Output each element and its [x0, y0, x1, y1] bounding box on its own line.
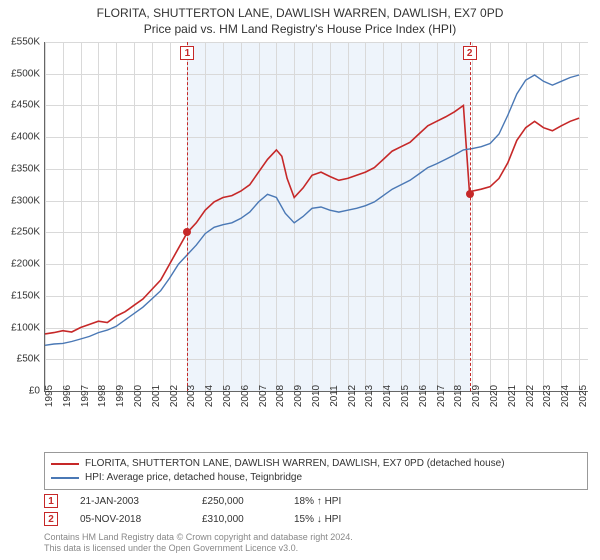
x-tick-label: 2009	[293, 385, 304, 407]
x-tick-label: 2010	[311, 385, 322, 407]
plot-region: 12	[44, 42, 588, 392]
x-tick-label: 2021	[507, 385, 518, 407]
y-tick-label: £350K	[11, 163, 40, 174]
event-price-1: £250,000	[202, 496, 272, 507]
y-tick-label: £150K	[11, 290, 40, 301]
series-line-property	[45, 106, 579, 334]
event-price-2: £310,000	[202, 514, 272, 525]
legend-item-hpi: HPI: Average price, detached house, Teig…	[51, 471, 581, 485]
x-tick-label: 2013	[364, 385, 375, 407]
y-tick-label: £550K	[11, 37, 40, 48]
x-tick-label: 1999	[115, 385, 126, 407]
marker-dot-1	[183, 228, 191, 236]
chart-container: FLORITA, SHUTTERTON LANE, DAWLISH WARREN…	[0, 0, 600, 560]
x-tick-label: 2012	[347, 385, 358, 407]
x-tick-label: 2025	[578, 385, 589, 407]
legend-label-hpi: HPI: Average price, detached house, Teig…	[85, 471, 302, 485]
x-tick-label: 2002	[169, 385, 180, 407]
event-marker-box-2: 2	[44, 512, 58, 526]
legend-swatch-property	[51, 463, 79, 465]
marker-box-1: 1	[180, 46, 194, 60]
x-tick-label: 2014	[382, 385, 393, 407]
event-row-2: 2 05-NOV-2018 £310,000 15% ↓ HPI	[44, 510, 588, 528]
footer-attribution: Contains HM Land Registry data © Crown c…	[44, 532, 353, 554]
x-tick-label: 2015	[400, 385, 411, 407]
marker-box-2: 2	[463, 46, 477, 60]
event-delta-2: 15% ↓ HPI	[294, 514, 384, 525]
event-row-1: 1 21-JAN-2003 £250,000 18% ↑ HPI	[44, 492, 588, 510]
chart-title-line1: FLORITA, SHUTTERTON LANE, DAWLISH WARREN…	[0, 0, 600, 20]
x-tick-label: 2018	[453, 385, 464, 407]
y-tick-label: £100K	[11, 322, 40, 333]
series-line-hpi	[45, 75, 579, 345]
chart-title-line2: Price paid vs. HM Land Registry's House …	[0, 20, 600, 36]
x-tick-label: 1997	[80, 385, 91, 407]
x-tick-label: 2024	[560, 385, 571, 407]
events-table: 1 21-JAN-2003 £250,000 18% ↑ HPI 2 05-NO…	[44, 492, 588, 528]
y-tick-label: £400K	[11, 132, 40, 143]
line-series-svg	[45, 42, 588, 391]
y-tick-label: £450K	[11, 100, 40, 111]
x-tick-label: 1995	[44, 385, 55, 407]
chart-area: 12 £0£50K£100K£150K£200K£250K£300K£350K£…	[44, 42, 588, 422]
legend-label-property: FLORITA, SHUTTERTON LANE, DAWLISH WARREN…	[85, 457, 505, 471]
legend-swatch-hpi	[51, 477, 79, 479]
x-tick-label: 2022	[525, 385, 536, 407]
x-tick-label: 2001	[151, 385, 162, 407]
legend: FLORITA, SHUTTERTON LANE, DAWLISH WARREN…	[44, 452, 588, 490]
x-tick-label: 2004	[204, 385, 215, 407]
y-tick-label: £500K	[11, 68, 40, 79]
legend-item-property: FLORITA, SHUTTERTON LANE, DAWLISH WARREN…	[51, 457, 581, 471]
marker-dot-2	[466, 190, 474, 198]
x-tick-label: 2017	[436, 385, 447, 407]
x-tick-label: 1998	[97, 385, 108, 407]
event-marker-box-1: 1	[44, 494, 58, 508]
footer-line1: Contains HM Land Registry data © Crown c…	[44, 532, 353, 543]
footer-line2: This data is licensed under the Open Gov…	[44, 543, 353, 554]
x-tick-label: 2023	[542, 385, 553, 407]
x-tick-label: 2008	[275, 385, 286, 407]
x-tick-label: 2003	[186, 385, 197, 407]
x-tick-label: 2016	[418, 385, 429, 407]
x-tick-label: 2011	[329, 385, 340, 407]
y-tick-label: £50K	[17, 354, 40, 365]
y-tick-label: £200K	[11, 259, 40, 270]
y-tick-label: £250K	[11, 227, 40, 238]
event-date-2: 05-NOV-2018	[80, 514, 180, 525]
x-tick-label: 2006	[240, 385, 251, 407]
y-tick-label: £300K	[11, 195, 40, 206]
x-tick-label: 2000	[133, 385, 144, 407]
x-tick-label: 1996	[62, 385, 73, 407]
x-tick-label: 2007	[258, 385, 269, 407]
event-date-1: 21-JAN-2003	[80, 496, 180, 507]
x-tick-label: 2020	[489, 385, 500, 407]
event-delta-1: 18% ↑ HPI	[294, 496, 384, 507]
x-tick-label: 2005	[222, 385, 233, 407]
y-tick-label: £0	[29, 386, 40, 397]
x-tick-label: 2019	[471, 385, 482, 407]
